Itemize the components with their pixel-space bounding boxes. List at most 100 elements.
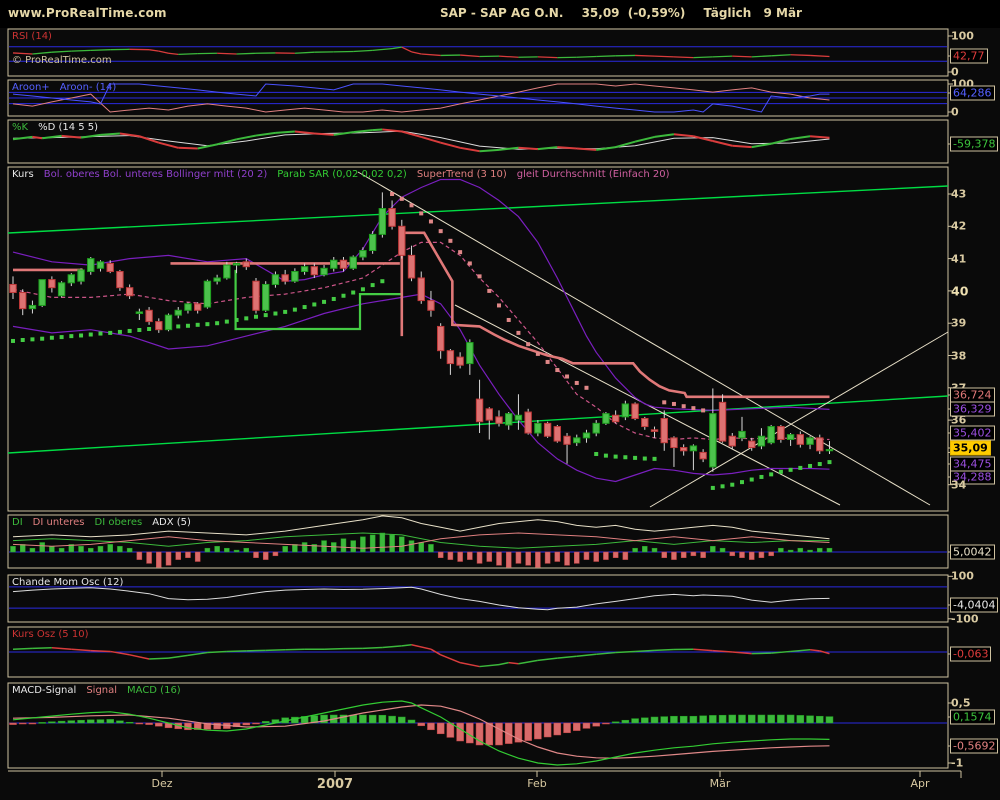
- prorealtime-logo-link[interactable]: www.ProRealTime.com: [8, 6, 167, 20]
- series-line: [576, 147, 597, 151]
- series-line: [518, 146, 538, 151]
- histogram-bar: [369, 534, 376, 553]
- sar-dot: [108, 330, 113, 335]
- candle-body: [650, 429, 659, 432]
- histogram-bar: [651, 547, 658, 553]
- macd-histogram-bar: [417, 722, 425, 727]
- trendline[interactable]: [7, 185, 949, 234]
- series-line: [12, 647, 33, 650]
- value-box-kurs: 36,329: [950, 401, 995, 417]
- series-line: [693, 135, 714, 142]
- series-line: [819, 650, 830, 655]
- candle-body: [456, 356, 464, 366]
- indicator-label[interactable]: Kurs: [12, 169, 34, 180]
- candle-body: [368, 233, 377, 252]
- candle-body: [524, 411, 532, 434]
- indicator-label[interactable]: gleit Durchschnitt (Einfach 20): [516, 169, 670, 180]
- candle-body: [767, 426, 775, 444]
- macd-histogram-bar: [320, 714, 328, 724]
- indicator-label[interactable]: Parab SAR (0,02 0,02 0,2): [277, 169, 407, 180]
- sar-dot: [710, 485, 715, 490]
- histogram-bar: [88, 547, 94, 553]
- histogram-bar: [476, 551, 483, 564]
- series-line: [809, 135, 830, 139]
- indicator-label[interactable]: %D (14 5 5): [38, 122, 99, 133]
- macd-histogram-bar: [699, 715, 707, 724]
- histogram-bar: [505, 551, 512, 568]
- indicator-label[interactable]: Kurs Osz (5 10): [12, 629, 89, 640]
- histogram-bar: [19, 544, 26, 553]
- series-line: [790, 54, 811, 57]
- sar-dot: [273, 311, 278, 316]
- sar-dot: [292, 307, 297, 312]
- series-line: [110, 650, 130, 656]
- indicator-label[interactable]: DI: [12, 517, 23, 528]
- macd-histogram-bar: [757, 714, 766, 724]
- indicator-label[interactable]: Chande Mom Osc (12): [12, 577, 124, 588]
- histogram-bar: [292, 544, 298, 553]
- histogram-bar: [117, 546, 123, 553]
- histogram-bar: [574, 551, 580, 564]
- sar-dot: [808, 463, 813, 468]
- series-line: [751, 142, 772, 149]
- histogram-bar: [97, 546, 104, 553]
- series-line: [421, 53, 441, 57]
- panel-header-kursosz: Kurs Osz (5 10): [12, 629, 98, 640]
- series-line: [100, 132, 120, 136]
- series-line: [712, 140, 733, 147]
- macd-histogram-bar: [524, 722, 532, 741]
- candle-body: [320, 267, 328, 276]
- series-line: [187, 651, 208, 657]
- candle-body: [631, 403, 639, 419]
- sar-dot: [409, 203, 414, 208]
- series-line: [333, 131, 354, 136]
- histogram-bar: [311, 544, 318, 553]
- series-line: [654, 133, 675, 138]
- series-line: [391, 46, 402, 50]
- histogram-bar: [107, 544, 113, 553]
- series-line: [226, 650, 247, 653]
- candle-body: [378, 208, 387, 235]
- candle-body: [96, 261, 105, 269]
- indicator-label[interactable]: Bol. oberes Bol. unteres Bollinger mitt …: [43, 169, 268, 180]
- indicator-label[interactable]: Aroon+: [12, 82, 50, 93]
- macd-histogram-bar: [631, 718, 639, 724]
- sar-dot: [691, 406, 696, 411]
- trendline[interactable]: [649, 331, 949, 508]
- candle-body: [57, 282, 66, 297]
- histogram-bar: [729, 551, 736, 557]
- candle-body: [203, 280, 212, 308]
- candle-body: [349, 256, 357, 269]
- indicator-label[interactable]: %K: [12, 122, 29, 133]
- trendline[interactable]: [7, 395, 949, 454]
- series-line: [635, 649, 655, 653]
- series-line: [673, 56, 694, 59]
- panel-border-stoch: [7, 119, 949, 164]
- trendline[interactable]: [357, 171, 931, 506]
- indicator-label[interactable]: ADX (5): [152, 517, 191, 528]
- indicator-label[interactable]: SuperTrend (3 10): [416, 169, 507, 180]
- histogram-bar: [554, 551, 561, 562]
- macd-histogram-bar: [9, 722, 17, 725]
- indicator-label[interactable]: MACD (16): [127, 685, 181, 696]
- series-line: [654, 55, 674, 58]
- series-line: [459, 146, 480, 153]
- period-label[interactable]: Täglich: [703, 6, 752, 20]
- indicator-label[interactable]: RSI (14): [12, 31, 52, 42]
- indicator-label[interactable]: Aroon- (14): [59, 82, 117, 93]
- indicator-label[interactable]: DI oberes: [94, 517, 143, 528]
- series-line: [693, 56, 713, 59]
- sar-dot: [244, 316, 249, 321]
- series-line: [537, 56, 558, 59]
- indicator-label[interactable]: DI unteres: [32, 517, 85, 528]
- candle-body: [641, 417, 649, 428]
- scale-label: 38: [951, 349, 967, 362]
- indicator-label[interactable]: MACD-Signal: [12, 685, 77, 696]
- series-line: [90, 49, 111, 52]
- indicator-label[interactable]: Signal: [86, 685, 118, 696]
- series-line: [400, 231, 830, 399]
- sar-dot: [662, 400, 667, 405]
- macd-histogram-bar: [398, 716, 406, 724]
